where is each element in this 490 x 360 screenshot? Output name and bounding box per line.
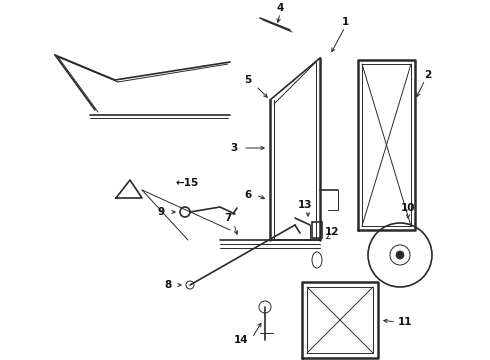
Text: 14: 14: [233, 335, 248, 345]
Text: 11: 11: [398, 317, 413, 327]
Bar: [312, 222, 322, 238]
Text: 8: 8: [165, 280, 172, 290]
Circle shape: [396, 251, 404, 259]
Text: 6: 6: [245, 190, 252, 200]
Text: 9: 9: [158, 207, 165, 217]
Text: 1: 1: [342, 17, 348, 27]
Text: 7: 7: [224, 213, 232, 223]
Text: 2: 2: [424, 70, 432, 80]
Text: 5: 5: [245, 75, 252, 85]
Text: 3: 3: [231, 143, 238, 153]
Text: 12: 12: [325, 227, 339, 237]
Text: 4: 4: [276, 3, 284, 13]
Text: 13: 13: [298, 200, 312, 210]
Text: ←15: ←15: [175, 178, 198, 188]
Text: 10: 10: [401, 203, 415, 213]
